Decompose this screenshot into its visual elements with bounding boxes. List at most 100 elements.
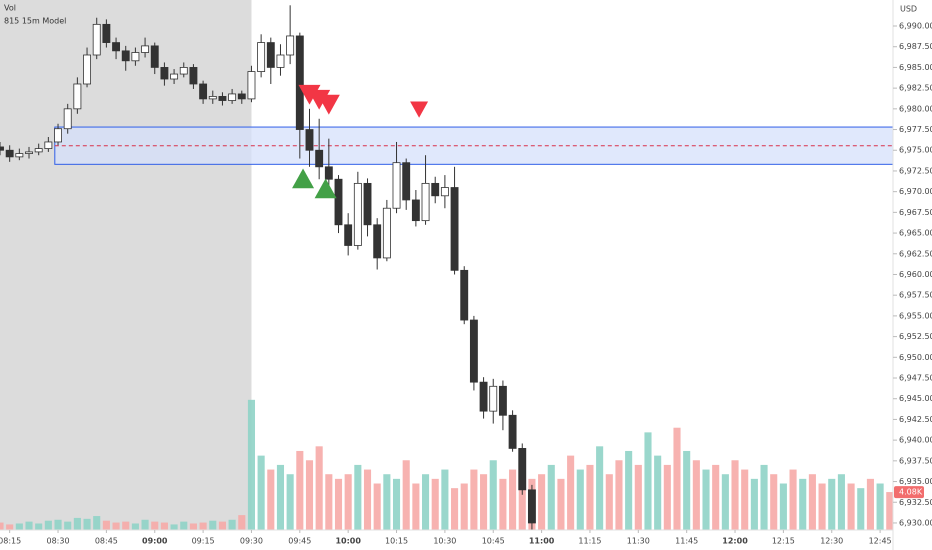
volume-bar (789, 469, 797, 530)
candle-body (353, 182, 362, 246)
y-tick-label: 6,965.00 (899, 229, 932, 238)
volume-bar (334, 478, 343, 530)
zone-box (54, 126, 893, 165)
y-tick-label: 6,937.50 (899, 456, 932, 465)
volume-bar (625, 450, 633, 530)
x-tick-label: 08:30 (46, 537, 69, 546)
volume-bar (480, 474, 488, 530)
candle-body (218, 96, 227, 101)
session-shade (0, 0, 252, 530)
y-tick-label: 6,970.00 (899, 187, 932, 196)
candle-body (247, 71, 256, 100)
candle-body (141, 45, 150, 53)
candle-body (73, 83, 82, 110)
candle-body (199, 83, 208, 100)
volume-bar (741, 469, 749, 530)
candle-body (440, 187, 449, 197)
volume-bar (538, 474, 546, 530)
volume-bar (257, 455, 265, 530)
volume-bar (799, 478, 807, 530)
y-tick-label: 6,990.00 (899, 22, 932, 31)
candle-body (431, 182, 440, 197)
volume-bar (189, 523, 197, 530)
candle-body (150, 45, 159, 68)
volume-bar (25, 521, 33, 530)
candle-body (266, 42, 275, 68)
candle-body (5, 149, 14, 158)
candle-body (179, 67, 188, 75)
candle-body (392, 162, 401, 209)
candle-body (286, 35, 295, 56)
candle-body (373, 224, 382, 259)
volume-bar (586, 464, 594, 530)
candle-body (228, 93, 237, 101)
y-tick-label: 6,987.50 (899, 42, 932, 51)
candle-body (121, 50, 130, 62)
volume-bar (654, 455, 662, 530)
volume-bar (692, 460, 700, 530)
volume-bar (731, 460, 739, 530)
volume-bar (354, 464, 362, 530)
volume-bar (644, 432, 652, 530)
signal-marker (317, 94, 340, 115)
candle-body (25, 151, 33, 154)
candle-body (450, 187, 459, 271)
x-tick-label: 12:00 (722, 537, 748, 546)
volume-bar (141, 519, 149, 530)
x-tick-label: 08:15 (0, 537, 21, 546)
volume-bar (170, 524, 178, 530)
candle-body (460, 269, 469, 321)
volume-bar (54, 519, 62, 530)
volume-bar (857, 488, 865, 530)
volume-bar (344, 474, 352, 530)
candle-body (237, 93, 246, 100)
candle-body (44, 141, 53, 149)
candle-body (305, 129, 314, 151)
volume-bar (122, 521, 130, 530)
candle-body (54, 128, 62, 143)
candle-body (295, 35, 304, 130)
volume-bar (112, 522, 120, 530)
candle-body (518, 448, 527, 491)
volume-bar (876, 483, 884, 530)
y-tick-label: 6,980.00 (899, 104, 932, 113)
candle-body (479, 381, 488, 412)
volume-bar (451, 488, 459, 530)
volume-bar (663, 464, 671, 530)
volume-bar (886, 492, 893, 530)
y-tick-label: 6,982.50 (899, 84, 932, 93)
y-tick-label: 6,942.50 (899, 415, 932, 424)
volume-bar (499, 478, 507, 530)
candle-body (15, 153, 24, 158)
y-tick-label: 6,960.00 (899, 270, 932, 279)
volume-bar (83, 518, 91, 530)
candle-body (112, 42, 121, 52)
volume-bar (770, 474, 778, 530)
volume-title: Vol (4, 4, 16, 13)
x-tick-label: 11:45 (675, 537, 698, 546)
volume-bar (325, 474, 333, 530)
candle-body (257, 42, 266, 72)
volume-bar (363, 469, 372, 530)
x-tick-label: 10:15 (385, 537, 408, 546)
volume-bar (160, 522, 168, 530)
volume-bar (567, 455, 575, 530)
volume-bar (576, 469, 584, 530)
x-tick-label: 12:45 (869, 537, 892, 546)
volume-bar (509, 469, 517, 530)
y-tick-label: 6,962.50 (899, 249, 932, 258)
volume-bar (392, 478, 401, 530)
candle-body (527, 489, 536, 524)
y-tick-label: 6,947.50 (899, 374, 932, 383)
volume-bar (779, 483, 787, 530)
indicator-title: 815 15m Model (4, 17, 66, 26)
x-tick-label: 11:30 (627, 537, 650, 546)
volume-bar (489, 460, 497, 530)
y-tick-label: 6,985.00 (899, 63, 932, 72)
volume-bar (373, 483, 381, 530)
y-tick-label: 6,955.00 (899, 311, 932, 320)
volume-bar (605, 474, 613, 530)
x-tick-label: 12:15 (772, 537, 795, 546)
candle-body (92, 23, 101, 56)
x-tick-label: 10:00 (335, 537, 361, 546)
